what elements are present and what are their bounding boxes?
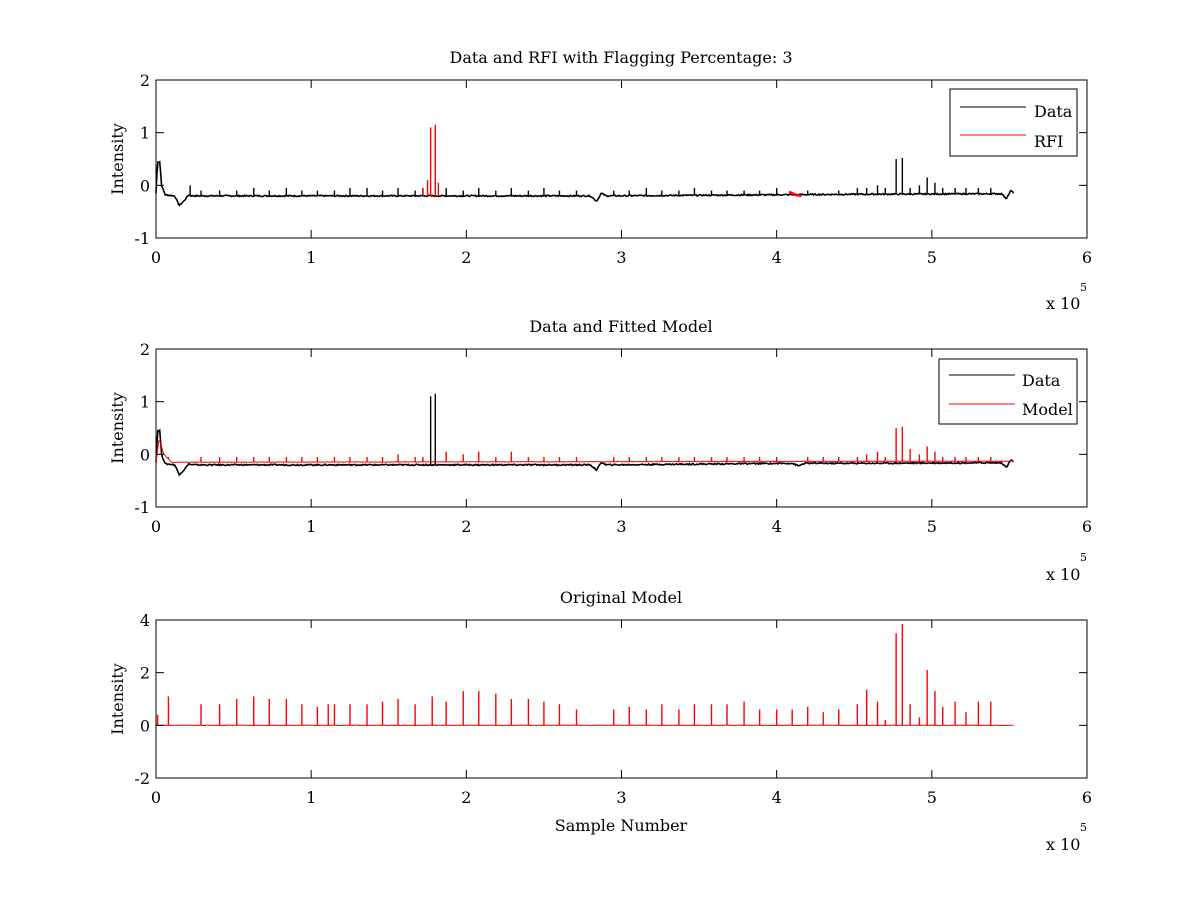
- subplot-2-legend: Data Model: [938, 358, 1078, 425]
- x-tick-label: 5: [927, 788, 937, 807]
- subplot-1-ylabel: Intensity: [108, 123, 127, 195]
- y-tick-label: -1: [134, 229, 150, 248]
- y-tick-label: 2: [140, 71, 150, 90]
- series-series-trace: [155, 724, 1014, 727]
- x-tick-label: 6: [1082, 788, 1092, 807]
- x-tick-label: 0: [151, 788, 161, 807]
- x-tick-label: 5: [927, 248, 937, 267]
- y-tick-label: 2: [140, 664, 150, 683]
- subplot-3-plot-area: [155, 619, 1088, 779]
- subplot-2-ylabel: Intensity: [108, 392, 127, 464]
- x-tick-label: 5: [927, 517, 937, 536]
- subplot-1-x-ticks: 0 1 2 3 4 5 6: [151, 80, 1092, 267]
- x-tick-label: 6: [1082, 248, 1092, 267]
- subplot-3-xlabel: Sample Number: [555, 816, 688, 835]
- series-model: [155, 426, 1014, 463]
- x-tick-label: 3: [616, 788, 626, 807]
- x-tick-label: 1: [306, 517, 316, 536]
- x-tick-label: 4: [772, 788, 782, 807]
- subplot-1-title: Data and RFI with Flagging Percentage: 3: [449, 48, 792, 67]
- subplot-1-axes-frame: [155, 79, 1088, 239]
- subplot-2-title: Data and Fitted Model: [529, 317, 712, 336]
- y-tick-label: 4: [140, 611, 150, 630]
- y-tick-label: 0: [140, 716, 150, 735]
- subplot-2-legend-label-data: Data: [1022, 371, 1061, 390]
- y-tick-label: 0: [140, 176, 150, 195]
- subplot-1-legend-box: [949, 88, 1078, 157]
- x-tick-label: 1: [306, 248, 316, 267]
- subplot-2-y-ticks: -1 0 1 2: [134, 340, 1087, 517]
- subplot-3-x-exponent: x 10: [1046, 835, 1080, 854]
- subplot-3-x-ticks: 0 1 2 3 4 5 6: [151, 620, 1092, 807]
- subplot-1-legend-label-data: Data: [1034, 102, 1073, 121]
- subplot-2-axes-frame: [155, 348, 1088, 508]
- x-tick-label: 6: [1082, 517, 1092, 536]
- subplot-2-x-exponent: x 10: [1046, 565, 1080, 584]
- y-tick-label: -2: [134, 769, 150, 788]
- series-series: [155, 623, 1014, 727]
- series-data-trace: [155, 428, 1015, 477]
- subplot-2-legend-box: [938, 358, 1078, 425]
- y-tick-label: 0: [140, 445, 150, 464]
- x-tick-label: 0: [151, 517, 161, 536]
- subplot-1-x-exponent-power: 5: [1080, 281, 1087, 294]
- subplot-3-y-ticks: -2 0 2 4: [134, 611, 1087, 788]
- x-tick-label: 1: [306, 788, 316, 807]
- series-rfi-segment: [788, 190, 802, 198]
- subplot-2-legend-label-model: Model: [1022, 400, 1073, 419]
- x-tick-label: 4: [772, 248, 782, 267]
- subplot-3-axes-frame: [155, 619, 1088, 779]
- subplot-data-and-rfi: Data and RFI with Flagging Percentage: 3…: [108, 48, 1092, 313]
- x-tick-label: 0: [151, 248, 161, 267]
- series-model-trace: [155, 440, 1014, 463]
- series-data: [155, 157, 1015, 207]
- subplot-2-x-exponent-power: 5: [1080, 551, 1087, 564]
- subplot-1-plot-area: [155, 79, 1088, 239]
- series-data-trace: [155, 160, 1015, 207]
- x-tick-label: 4: [772, 517, 782, 536]
- y-tick-label: 1: [140, 124, 150, 143]
- x-tick-label: 3: [616, 517, 626, 536]
- y-tick-label: 2: [140, 340, 150, 359]
- subplot-3-title: Original Model: [560, 588, 682, 607]
- series-data: [155, 393, 1015, 477]
- y-tick-label: -1: [134, 498, 150, 517]
- subplot-3-x-exponent-power: 5: [1080, 821, 1087, 834]
- subplot-2-x-ticks: 0 1 2 3 4 5 6: [151, 349, 1092, 536]
- series-rfi: [422, 124, 802, 198]
- x-tick-label: 3: [616, 248, 626, 267]
- subplot-1-legend-label-rfi: RFI: [1034, 132, 1063, 151]
- subplot-1-x-exponent: x 10: [1046, 294, 1080, 313]
- x-tick-label: 2: [461, 788, 471, 807]
- x-tick-label: 2: [461, 248, 471, 267]
- subplot-3-ylabel: Intensity: [108, 663, 127, 735]
- subplot-2-plot-area: [155, 348, 1088, 508]
- y-tick-label: 1: [140, 393, 150, 412]
- subplot-1-legend: Data RFI: [949, 88, 1078, 157]
- subplot-1-y-ticks: -1 0 1 2: [134, 71, 1087, 248]
- x-tick-label: 2: [461, 517, 471, 536]
